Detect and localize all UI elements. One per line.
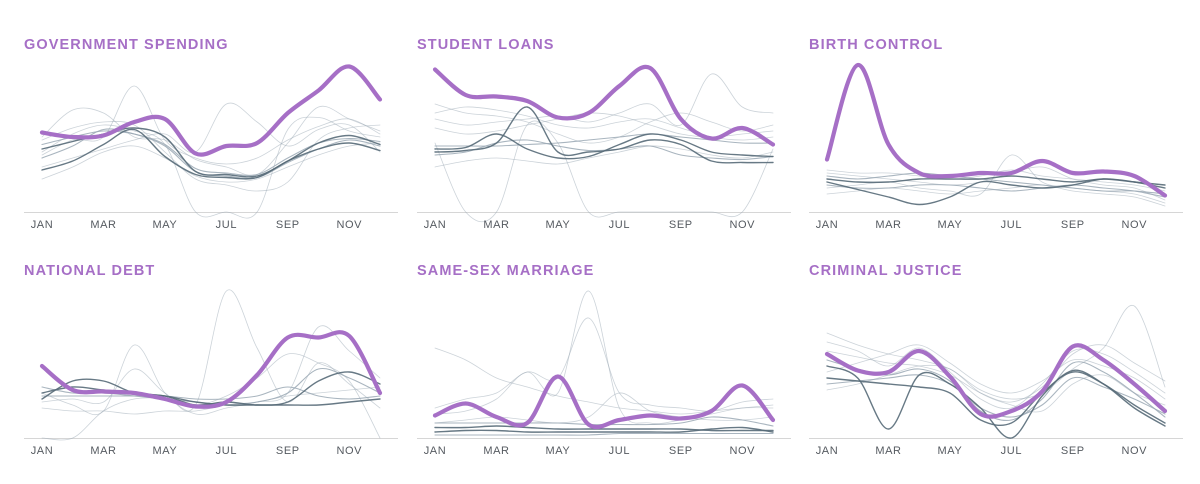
x-tick-label: MAY [152,445,177,457]
highlight-series-line [39,64,383,157]
comparison-series-line [434,425,774,432]
comparison-series-line [826,341,1166,409]
x-tick-label: NOV [729,445,755,457]
x-tick-label: NOV [1121,219,1147,231]
highlight-series-line [39,330,383,409]
comparison-series-line [826,365,1166,439]
panel-government-spending: GOVERNMENT SPENDING JAN MAR MAY JUL SEP NOV [24,36,404,256]
x-tick-label: MAR [875,219,901,231]
comparison-series-line [826,359,1166,422]
comparison-series-line [41,128,381,180]
comparison-series-line [826,364,1166,413]
comparison-series-line [41,325,381,416]
x-tick-label: MAR [483,445,509,457]
x-tick-label: JUL [1001,219,1022,231]
x-tick-label: MAR [90,219,116,231]
chart-title: CRIMINAL JUSTICE [809,263,963,279]
comparison-series-line [826,371,1166,427]
chart-title: NATIONAL DEBT [24,263,156,279]
x-tick-label: SEP [669,219,693,231]
comparison-series-line [826,344,1166,400]
x-tick-label: SEP [1061,445,1085,457]
highlight-series-line [432,374,776,430]
comparison-series-line [826,304,1166,400]
panel-same-sex-marriage: SAME-SEX MARRIAGE JAN MAR MAY JUL SEP NOV [417,262,797,482]
comparison-series-line [434,432,774,436]
x-tick-label: SEP [669,445,693,457]
panel-criminal-justice: CRIMINAL JUSTICE JAN MAR MAY JUL SEP NOV [809,262,1189,482]
comparison-series-line [434,290,774,424]
x-tick-label: MAY [545,219,570,231]
line-chart: JAN MAR MAY JUL SEP NOV [24,289,398,457]
chart-title: GOVERNMENT SPENDING [24,37,229,53]
panel-national-debt: NATIONAL DEBT JAN MAR MAY JUL SEP NOV [24,262,404,482]
x-tick-label: MAR [90,445,116,457]
comparison-series-line [434,392,774,424]
comparison-series-line [434,120,774,223]
x-tick-label: JUL [216,219,237,231]
comparison-series-line [41,386,381,400]
x-tick-label: MAY [152,219,177,231]
comparison-series-line [434,103,774,144]
comparison-series-line [826,184,1166,198]
line-chart: JAN MAR MAY JUL SEP NOV [809,304,1183,457]
x-tick-label: JAN [424,445,447,457]
line-chart: JAN MAR MAY JUL SEP NOV [417,64,791,231]
highlight-series-line [824,62,1168,198]
x-tick-label: NOV [729,219,755,231]
comparison-series-line [826,175,1166,186]
comparison-series-line [41,116,381,219]
comparison-series-line [434,317,774,412]
chart-title: SAME-SEX MARRIAGE [417,263,595,279]
highlight-series-line [824,343,1168,419]
x-tick-label: SEP [1061,219,1085,231]
x-tick-label: JAN [816,445,839,457]
x-tick-label: JUL [216,445,237,457]
x-tick-label: MAR [483,219,509,231]
x-tick-label: SEP [276,445,300,457]
line-chart: JAN MAR MAY JUL SEP NOV [24,64,398,231]
comparison-series-line [434,106,774,164]
x-tick-label: JAN [31,445,54,457]
x-tick-label: MAR [875,445,901,457]
comparison-series-line [434,112,774,138]
comparison-series-line [41,353,381,441]
x-tick-label: NOV [336,445,362,457]
comparison-series-line [434,139,774,161]
highlight-series-line [432,64,776,147]
chart-title: BIRTH CONTROL [809,37,944,53]
line-chart: JAN MAR MAY JUL SEP NOV [809,62,1183,231]
x-tick-label: JAN [816,219,839,231]
line-chart: JAN MAR MAY JUL SEP NOV [417,290,791,457]
comparison-series-line [41,105,381,176]
comparison-series-line [41,121,381,192]
x-tick-label: MAY [545,445,570,457]
x-tick-label: JUL [1001,445,1022,457]
x-tick-label: JUL [609,219,630,231]
x-tick-label: JAN [424,219,447,231]
comparison-series-line [434,426,774,433]
comparison-series-line [826,172,1166,195]
x-tick-label: JAN [31,219,54,231]
x-tick-label: MAY [937,445,962,457]
x-tick-label: SEP [276,219,300,231]
x-tick-label: NOV [1121,445,1147,457]
comparison-series-line [434,73,774,127]
x-tick-label: JUL [609,445,630,457]
comparison-series-line [41,142,381,183]
panel-birth-control: BIRTH CONTROL JAN MAR MAY JUL SEP NOV [809,36,1189,256]
x-tick-label: MAY [937,219,962,231]
comparison-series-line [41,102,381,168]
comparison-series-line [434,145,774,168]
x-tick-label: NOV [336,219,362,231]
chart-title: STUDENT LOANS [417,37,555,53]
panel-student-loans: STUDENT LOANS JAN MAR MAY JUL SEP NOV [417,36,797,256]
